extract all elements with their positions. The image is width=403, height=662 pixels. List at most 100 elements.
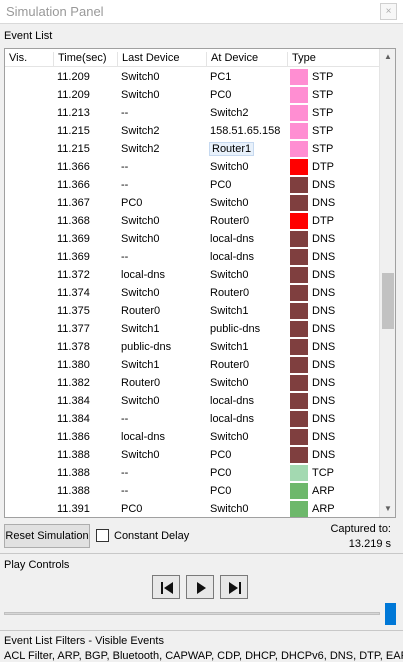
column-header-time[interactable]: Time(sec) (53, 52, 106, 66)
table-row[interactable]: 11.388 -- PC0 ARP (5, 482, 380, 500)
at-device-cell: Switch2 (210, 107, 249, 119)
last-device-cell: local-dns (121, 269, 166, 281)
table-row[interactable]: 11.384 Switch0 local-dns DNS (5, 392, 380, 410)
table-row[interactable]: 11.388 Switch0 PC0 DNS (5, 446, 380, 464)
type-cell: STP (312, 125, 334, 137)
table-row[interactable]: 11.378 public-dns Switch1 DNS (5, 338, 380, 356)
forward-button[interactable] (220, 575, 248, 599)
scroll-up-icon[interactable]: ▲ (384, 52, 392, 61)
type-cell: DTP (312, 215, 334, 227)
event-filters-list[interactable]: ACL Filter, ARP, BGP, Bluetooth, CAPWAP,… (4, 650, 403, 662)
divider (0, 553, 403, 554)
vertical-scrollbar[interactable]: ▲ ▼ (379, 49, 395, 517)
type-cell: STP (312, 107, 334, 119)
title-bar: Simulation Panel × (0, 0, 403, 24)
type-color-swatch (290, 285, 308, 301)
table-row[interactable]: 11.366 -- PC0 DNS (5, 176, 380, 194)
type-cell: DNS (312, 233, 336, 245)
window-title: Simulation Panel (6, 4, 104, 19)
last-device-cell: Switch1 (121, 359, 160, 371)
scroll-thumb[interactable] (382, 273, 394, 329)
at-device-cell: Switch0 (210, 161, 249, 173)
play-button[interactable] (186, 575, 214, 599)
column-header-at-device[interactable]: At Device (206, 52, 258, 66)
table-row[interactable]: 11.374 Switch0 Router0 DNS (5, 284, 380, 302)
time-cell: 11.374 (57, 287, 90, 299)
table-row[interactable]: 11.215 Switch2 Router1 STP (5, 140, 380, 158)
table-row[interactable]: 11.209 Switch0 PC1 STP (5, 68, 380, 86)
type-color-swatch (290, 105, 308, 121)
playback-slider-track[interactable] (4, 612, 380, 615)
captured-time: 13.219 s (348, 538, 391, 550)
time-cell: 11.375 (57, 305, 90, 317)
table-row[interactable]: 11.369 Switch0 local-dns DNS (5, 230, 380, 248)
captured-to-label: Captured to: (330, 523, 391, 535)
type-color-swatch (290, 465, 308, 481)
reset-simulation-button[interactable]: Reset Simulation (4, 524, 90, 548)
play-controls-label: Play Controls (4, 559, 70, 571)
table-row[interactable]: 11.215 Switch2 158.51.65.158 STP (5, 122, 380, 140)
type-cell: TCP (312, 467, 334, 479)
table-row[interactable]: 11.366 -- Switch0 DTP (5, 158, 380, 176)
time-cell: 11.377 (57, 323, 90, 335)
table-row[interactable]: 11.372 local-dns Switch0 DNS (5, 266, 380, 284)
type-cell: ARP (312, 503, 335, 515)
back-button[interactable] (152, 575, 180, 599)
time-cell: 11.378 (57, 341, 90, 353)
type-cell: DTP (312, 161, 334, 173)
time-cell: 11.382 (57, 377, 90, 389)
last-device-cell: Switch0 (121, 287, 160, 299)
type-color-swatch (290, 411, 308, 427)
type-color-swatch (290, 303, 308, 319)
last-device-cell: Switch0 (121, 215, 160, 227)
skip-back-icon (161, 582, 173, 594)
playback-slider-thumb[interactable] (385, 603, 396, 625)
at-device-cell: Switch1 (210, 305, 249, 317)
constant-delay-checkbox[interactable] (96, 529, 109, 542)
type-color-swatch (290, 87, 308, 103)
column-header-type[interactable]: Type (287, 52, 316, 66)
table-row[interactable]: 11.369 -- local-dns DNS (5, 248, 380, 266)
table-row[interactable]: 11.388 -- PC0 TCP (5, 464, 380, 482)
type-color-swatch (290, 249, 308, 265)
type-cell: DNS (312, 305, 336, 317)
table-row[interactable]: 11.380 Switch1 Router0 DNS (5, 356, 380, 374)
type-color-swatch (290, 393, 308, 409)
type-color-swatch (290, 195, 308, 211)
time-cell: 11.369 (57, 233, 90, 245)
last-device-cell: PC0 (121, 197, 143, 209)
type-cell: DNS (312, 269, 336, 281)
constant-delay-label: Constant Delay (114, 530, 190, 542)
last-device-cell: Switch1 (121, 323, 160, 335)
table-row[interactable]: 11.382 Router0 Switch0 DNS (5, 374, 380, 392)
play-icon (197, 582, 206, 594)
column-header-vis[interactable]: Vis. (9, 52, 28, 64)
table-row[interactable]: 11.377 Switch1 public-dns DNS (5, 320, 380, 338)
table-row[interactable]: 11.209 Switch0 PC0 STP (5, 86, 380, 104)
time-cell: 11.380 (57, 359, 90, 371)
time-cell: 11.384 (57, 413, 90, 425)
type-color-swatch (290, 321, 308, 337)
type-color-swatch (290, 357, 308, 373)
table-row[interactable]: 11.384 -- local-dns DNS (5, 410, 380, 428)
time-cell: 11.384 (57, 395, 90, 407)
table-row[interactable]: 11.391 PC0 Switch0 ARP (5, 500, 380, 517)
event-list-table: Vis. Time(sec) Last Device At Device Typ… (4, 48, 396, 518)
table-row[interactable]: 11.375 Router0 Switch1 DNS (5, 302, 380, 320)
type-cell: DNS (312, 287, 336, 299)
table-row[interactable]: 11.213 -- Switch2 STP (5, 104, 380, 122)
scroll-down-icon[interactable]: ▼ (384, 504, 392, 513)
at-device-cell: PC1 (210, 71, 232, 83)
close-button[interactable]: × (380, 3, 397, 20)
last-device-cell: Switch0 (121, 89, 160, 101)
last-device-cell: Switch0 (121, 233, 160, 245)
last-device-cell: local-dns (121, 431, 166, 443)
table-row[interactable]: 11.368 Switch0 Router0 DTP (5, 212, 380, 230)
time-cell: 11.366 (57, 161, 90, 173)
type-cell: DNS (312, 377, 336, 389)
table-row[interactable]: 11.367 PC0 Switch0 DNS (5, 194, 380, 212)
table-row[interactable]: 11.386 local-dns Switch0 DNS (5, 428, 380, 446)
time-cell: 11.215 (57, 125, 90, 137)
at-device-cell: 158.51.65.158 (210, 125, 281, 137)
column-header-last-device[interactable]: Last Device (117, 52, 179, 66)
